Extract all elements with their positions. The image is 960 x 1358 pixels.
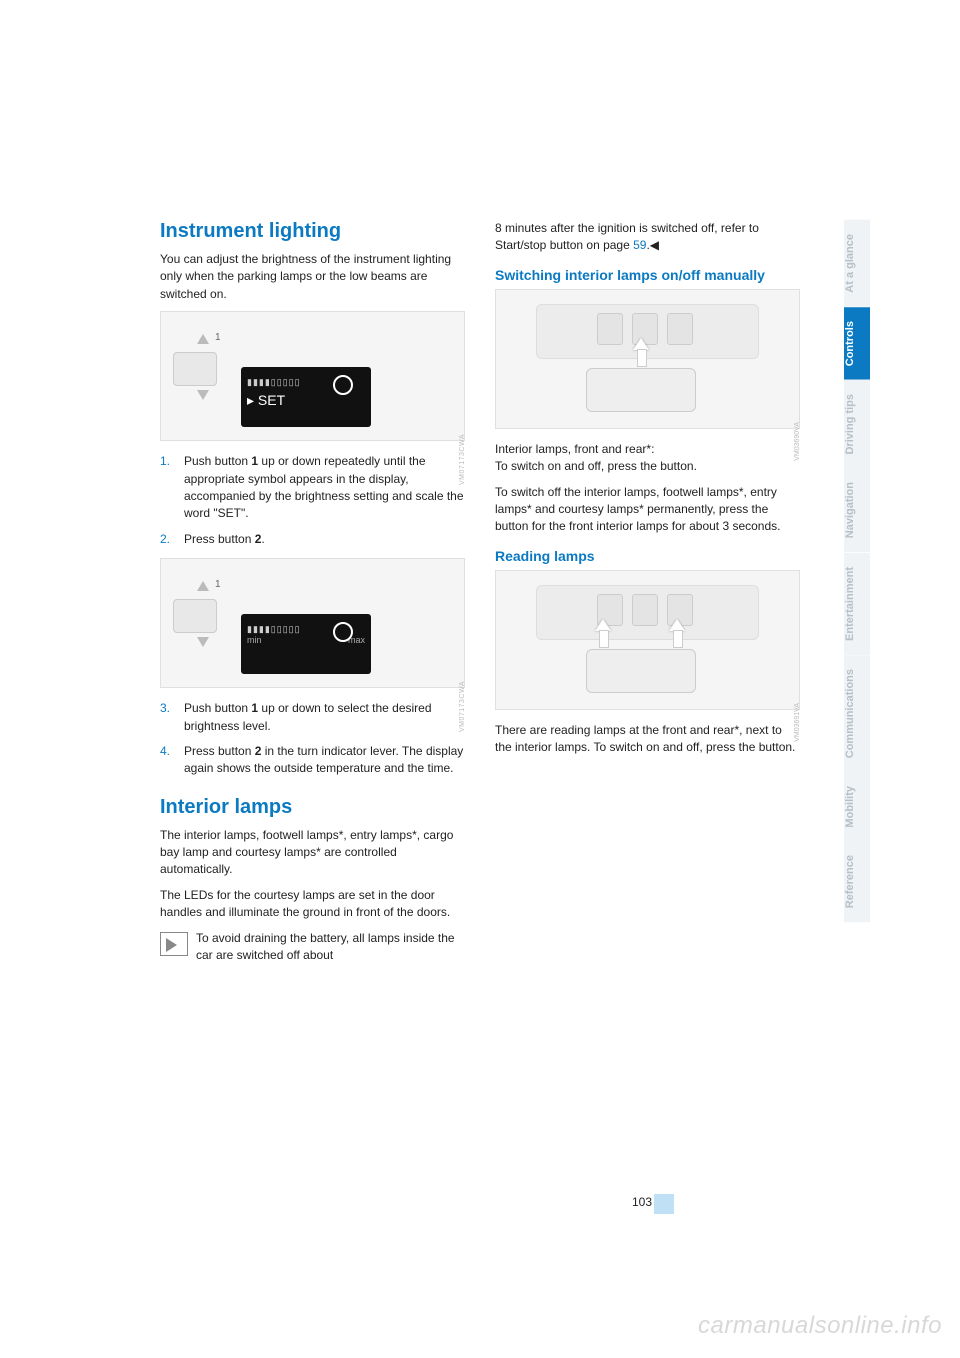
knob-graphic [173, 352, 217, 386]
tab-navigation[interactable]: Navigation [844, 468, 870, 552]
battery-note: To avoid draining the battery, all lamps… [160, 930, 465, 965]
section-tabs: At a glance Controls Driving tips Naviga… [844, 220, 870, 923]
figure-code: VM03690VA [794, 422, 801, 461]
step-pre: Press button [184, 744, 255, 758]
set-label: ▸ SET [247, 392, 365, 409]
step-pre: Push button [184, 701, 251, 715]
brightness-icon [333, 622, 353, 642]
callout-arrow-icon [592, 619, 614, 649]
figure-brightness-minmax: 1 ▮▮▮▮▯▯▯▯▯ min max VM07173CWA [160, 558, 465, 688]
steps-list-b: 3. Push button 1 up or down to select th… [160, 700, 465, 778]
label-one: 1 [215, 579, 221, 590]
step-num: 2. [160, 531, 170, 548]
arrow-up-icon [197, 334, 209, 344]
figure-brightness-set: 1 ▮▮▮▮▯▯▯▯▯ ▸ SET VM07173CWA [160, 311, 465, 441]
continuation-para: 8 minutes after the ignition is switched… [495, 220, 800, 255]
panel-button [632, 594, 658, 626]
step-4: 4. Press button 2 in the turn indicator … [160, 743, 465, 778]
switch-para-2: To switch off the interior lamps, footwe… [495, 484, 800, 536]
page-number-tab [654, 1194, 674, 1214]
mirror-graphic [586, 368, 696, 412]
tab-driving-tips[interactable]: Driving tips [844, 380, 870, 469]
panel-button [597, 313, 623, 345]
label-one: 1 [215, 332, 221, 343]
step-num: 1. [160, 453, 170, 470]
arrow-down-icon [197, 390, 209, 400]
step-num: 3. [160, 700, 170, 717]
instrument-screen: ▮▮▮▮▯▯▯▯▯ min max [241, 614, 371, 674]
step-3: 3. Push button 1 up or down to select th… [160, 700, 465, 735]
page-content: Instrument lighting You can adjust the b… [160, 220, 800, 964]
watermark: carmanualsonline.info [698, 1312, 942, 1340]
tab-communications[interactable]: Communications [844, 655, 870, 772]
heading-instrument-lighting: Instrument lighting [160, 220, 465, 243]
cont-post: .◀ [646, 238, 659, 252]
note-text: To avoid draining the battery, all lamps… [196, 930, 465, 965]
heading-interior-lamps: Interior lamps [160, 796, 465, 819]
heading-switching-manually: Switching interior lamps on/off manually [495, 267, 800, 283]
mirror-graphic [586, 649, 696, 693]
step-pre: Push button [184, 454, 251, 468]
reading-para: There are reading lamps at the front and… [495, 722, 800, 757]
arrow-down-icon [197, 637, 209, 647]
callout-arrow-icon [630, 338, 652, 368]
step-num: 4. [160, 743, 170, 760]
left-column: Instrument lighting You can adjust the b… [160, 220, 465, 964]
tab-reference[interactable]: Reference [844, 841, 870, 922]
steps-list-a: 1. Push button 1 up or down repeatedly u… [160, 453, 465, 548]
intro-instrument: You can adjust the brightness of the ins… [160, 251, 465, 303]
page-link[interactable]: 59 [633, 238, 646, 252]
cont-pre: 8 minutes after the ignition is switched… [495, 221, 759, 252]
figure-reading-lamps: VM03691VA [495, 570, 800, 710]
figure-code: VM03691VA [794, 703, 801, 742]
step-2: 2. Press button 2. [160, 531, 465, 548]
page-number: 103 [632, 1195, 652, 1209]
panel-button [667, 313, 693, 345]
step-1: 1. Push button 1 up or down repeatedly u… [160, 453, 465, 523]
interior-para-2: The LEDs for the courtesy lamps are set … [160, 887, 465, 922]
tab-at-a-glance[interactable]: At a glance [844, 220, 870, 307]
knob-graphic [173, 599, 217, 633]
tab-controls[interactable]: Controls [844, 307, 870, 380]
switch-para-1: Interior lamps, front and rear*: To swit… [495, 441, 800, 476]
callout-arrow-icon [666, 619, 688, 649]
arrow-up-icon [197, 581, 209, 591]
step-post: . [261, 532, 264, 546]
min-label: min [247, 635, 262, 645]
tab-entertainment[interactable]: Entertainment [844, 553, 870, 655]
figure-interior-lamps: VM03690VA [495, 289, 800, 429]
note-icon [160, 932, 188, 956]
interior-para-1: The interior lamps, footwell lamps*, ent… [160, 827, 465, 879]
tab-mobility[interactable]: Mobility [844, 772, 870, 842]
heading-reading-lamps: Reading lamps [495, 548, 800, 564]
right-column: 8 minutes after the ignition is switched… [495, 220, 800, 964]
overhead-panel [536, 585, 759, 640]
step-pre: Press button [184, 532, 255, 546]
instrument-screen: ▮▮▮▮▯▯▯▯▯ ▸ SET [241, 367, 371, 427]
